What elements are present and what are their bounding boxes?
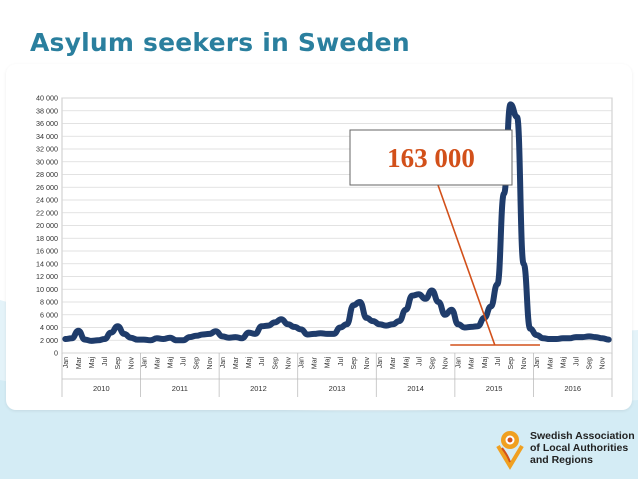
skl-logo-icon [496, 431, 524, 470]
x-tick-label: Nov [600, 357, 607, 370]
x-tick-label: Mar [469, 356, 476, 369]
series-line [62, 101, 612, 344]
annotation-pointer [437, 184, 496, 346]
y-tick-label: 38 000 [36, 106, 58, 115]
x-tick-label: Jan [534, 357, 541, 368]
y-tick-label: 24 000 [36, 196, 58, 205]
x-tick-label: Nov [128, 357, 135, 370]
x-tick-label: Mar [76, 356, 83, 369]
x-tick-label: Jul [573, 357, 580, 366]
y-tick-label: 22 000 [36, 208, 58, 217]
x-tick-label: Sep [194, 357, 201, 370]
x-tick-label: Maj [403, 357, 410, 369]
x-tick-label: Sep [587, 357, 594, 370]
y-tick-label: 14 000 [36, 259, 58, 268]
x-tick-label: Sep [115, 357, 122, 370]
line-chart: 0 2 000 4 000 6 000 8 000 10 000 12 000 14 000 1… [36, 94, 613, 397]
x-tick-label: Mar [233, 356, 240, 369]
year-label: 2014 [407, 384, 424, 393]
y-tick-label: 32 000 [36, 145, 58, 154]
logo-line-3: and Regions [530, 454, 594, 466]
y-tick-label: 6 000 [40, 310, 58, 319]
year-label: 2016 [564, 384, 581, 393]
y-tick-label: 36 000 [36, 119, 58, 128]
y-tick-label: 16 000 [36, 247, 58, 256]
chart-card: 0 2 000 4 000 6 000 8 000 10 000 12 000 14 000 1… [6, 64, 632, 410]
y-tick-label: 10 000 [36, 285, 58, 294]
x-tick-label: Sep [508, 357, 515, 370]
x-tick-label: Nov [443, 357, 450, 370]
x-tick-label: Jul [259, 357, 266, 366]
x-tick-label: Mar [154, 356, 161, 369]
x-tick-label: Jul [181, 357, 188, 366]
x-tick-label: Maj [168, 357, 175, 369]
y-tick-label: 26 000 [36, 183, 58, 192]
year-label: 2012 [250, 384, 267, 393]
logo-line-1: Swedish Association [530, 430, 635, 442]
x-tick-label: Sep [429, 357, 436, 370]
annotation-label: 163 000 [387, 143, 475, 173]
logo-text: Swedish Association of Local Authorities… [530, 430, 635, 466]
year-label: 2010 [93, 384, 110, 393]
y-tick-label: 4 000 [40, 323, 58, 332]
x-tick-label: Jan [377, 357, 384, 368]
y-tick-label: 34 000 [36, 132, 58, 141]
logo: Swedish Association of Local Authorities… [494, 426, 635, 472]
x-tick-label: Jul [495, 357, 502, 366]
x-tick-label: Jan [298, 357, 305, 368]
x-tick-label: Sep [272, 357, 279, 370]
x-tick-label: Maj [560, 357, 567, 369]
y-tick-label: 12 000 [36, 272, 58, 281]
x-tick-label: Sep [351, 357, 358, 370]
x-tick-label: Maj [482, 357, 489, 369]
x-tick-label: Jul [102, 357, 109, 366]
year-label: 2013 [329, 384, 346, 393]
page-title: Asylum seekers in Sweden [30, 28, 410, 57]
x-tick-label: Jan [220, 357, 227, 368]
x-tick-label: Jan [63, 357, 70, 368]
x-tick-label: Nov [207, 357, 214, 370]
y-tick-label: 8 000 [40, 298, 58, 307]
y-tick-label: 30 000 [36, 157, 58, 166]
y-tick-label: 0 [54, 349, 58, 358]
y-tick-label: 20 000 [36, 221, 58, 230]
x-tick-label: Maj [89, 357, 96, 369]
x-tick-label: Nov [364, 357, 371, 370]
year-label: 2011 [172, 384, 188, 393]
x-tick-label: Jan [141, 357, 148, 368]
x-tick-label: Jul [338, 357, 345, 366]
x-tick-label: Maj [246, 357, 253, 369]
y-tick-label: 28 000 [36, 170, 58, 179]
x-tick-label: Mar [390, 356, 397, 369]
x-tick-label: Mar [547, 356, 554, 369]
x-tick-label: Maj [325, 357, 332, 369]
logo-line-2: of Local Authorities [530, 442, 629, 454]
y-tick-label: 2 000 [40, 336, 58, 345]
year-label: 2015 [486, 384, 503, 393]
x-tick-label: Jul [416, 357, 423, 366]
x-tick-label: Jan [456, 357, 463, 368]
x-tick-label: Nov [521, 357, 528, 370]
annotation-box [349, 129, 513, 186]
x-tick-label: Mar [312, 356, 319, 369]
y-tick-label: 40 000 [36, 94, 58, 103]
x-tick-label: Nov [285, 357, 292, 370]
y-tick-label: 18 000 [36, 234, 58, 243]
